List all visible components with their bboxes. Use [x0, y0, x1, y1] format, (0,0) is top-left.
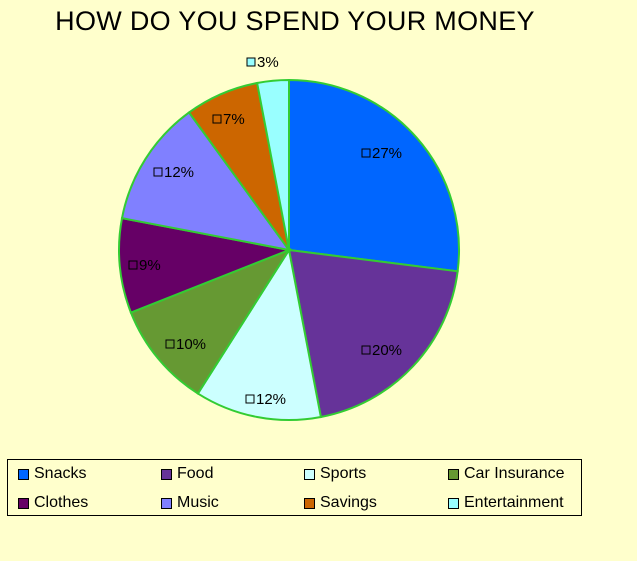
legend-item-food: Food: [161, 464, 213, 484]
slice-data-label: 27%: [361, 145, 402, 162]
slice-data-label: 3%: [246, 54, 279, 71]
legend-swatch: [161, 468, 172, 480]
legend-label: Savings: [320, 494, 377, 511]
slice-label-text: 12%: [256, 391, 286, 408]
legend-swatch: [18, 468, 29, 480]
slice-data-label: 20%: [361, 342, 402, 359]
slice-label-text: 27%: [372, 145, 402, 162]
legend: Snacks Food Sports Car Insurance Clothes Musi…: [7, 459, 582, 516]
legend-item-music: Music: [161, 493, 219, 513]
legend-label: Music: [177, 494, 219, 511]
legend-item-clothes: Clothes: [18, 493, 88, 513]
legend-swatch: [304, 497, 315, 509]
label-key-box: [246, 57, 256, 67]
legend-item-snacks: Snacks: [18, 464, 86, 484]
pie-slice-clothes: [118, 216, 293, 314]
slice-data-label: 10%: [165, 336, 206, 353]
label-key-box: [245, 394, 255, 404]
slice-label-text: 20%: [372, 342, 402, 359]
slice-label-text: 3%: [257, 54, 279, 71]
label-key-box: [361, 148, 371, 158]
pie-slice-entertainment: [255, 78, 290, 251]
legend-swatch: [18, 497, 29, 509]
legend-swatch: [304, 468, 315, 480]
label-key-box: [361, 345, 371, 355]
slice-data-label: 9%: [128, 257, 161, 274]
legend-label: Car Insurance: [464, 465, 565, 482]
legend-label: Clothes: [34, 494, 89, 511]
pie-slice-food: [287, 248, 459, 419]
legend-swatch: [161, 497, 172, 509]
legend-item-entertainment: Entertainment: [448, 493, 564, 513]
label-key-box: [212, 114, 222, 124]
slice-label-text: 10%: [176, 336, 206, 353]
pie-slice-snacks: [288, 78, 460, 273]
legend-label: Food: [177, 465, 214, 482]
label-key-box: [165, 339, 175, 349]
legend-swatch: [448, 497, 459, 509]
slice-label-text: 9%: [139, 257, 161, 274]
legend-label: Sports: [320, 465, 367, 482]
legend-item-savings: Savings: [304, 493, 377, 513]
pie-slice-car-insurance: [129, 247, 292, 395]
slice-data-label: 7%: [212, 111, 245, 128]
label-key-box: [153, 167, 163, 177]
legend-item-car-insurance: Car Insurance: [448, 464, 565, 484]
pie-slice-sports: [196, 247, 323, 421]
label-key-box: [128, 260, 138, 270]
slice-data-label: 12%: [153, 164, 194, 181]
pie-slice-music: [120, 111, 292, 252]
slice-data-label: 12%: [245, 391, 286, 408]
legend-label: Entertainment: [464, 494, 564, 511]
legend-label: Snacks: [34, 465, 87, 482]
legend-swatch: [448, 468, 459, 480]
slice-label-text: 12%: [164, 164, 194, 181]
legend-item-sports: Sports: [304, 464, 366, 484]
slice-label-text: 7%: [223, 111, 245, 128]
chart-title: HOW DO YOU SPEND YOUR MONEY: [55, 6, 535, 36]
